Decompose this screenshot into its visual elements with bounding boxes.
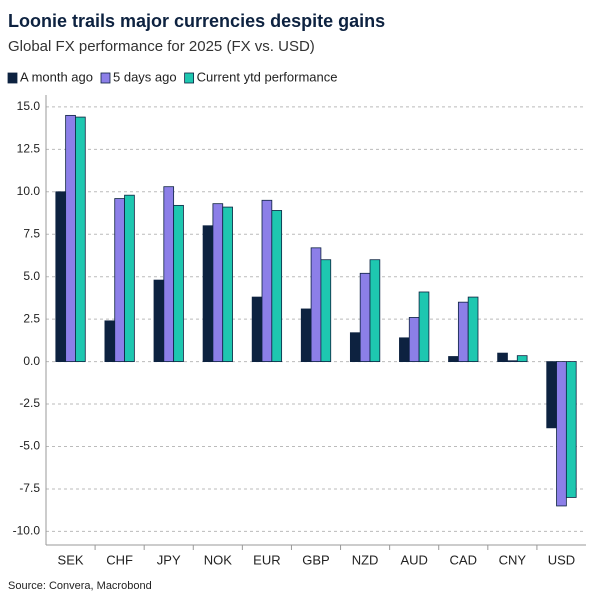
bar — [408, 317, 420, 363]
bar — [173, 204, 184, 363]
bar — [104, 320, 116, 363]
bar — [300, 308, 312, 363]
x-tick-label: CHF — [106, 552, 133, 567]
y-tick-label: 12.5 — [17, 142, 41, 156]
source-note: Source: Convera, Macrobond — [8, 580, 152, 592]
bar — [124, 194, 135, 363]
bar — [349, 332, 361, 363]
bar — [310, 247, 322, 363]
bar — [369, 259, 381, 363]
y-tick-label: -7.5 — [19, 481, 40, 495]
bar — [114, 198, 125, 363]
y-tick-label: 0.0 — [23, 354, 40, 368]
legend-swatch — [100, 72, 111, 84]
bar — [65, 114, 76, 363]
x-tick-label: CAD — [450, 552, 477, 567]
chart-subtitle: Global FX performance for 2025 (FX vs. U… — [8, 38, 315, 55]
bar — [320, 259, 332, 363]
bar — [261, 199, 273, 363]
bar — [399, 337, 410, 363]
x-tick-label: SEK — [58, 552, 84, 567]
bar — [497, 352, 508, 363]
legend-swatch — [184, 72, 195, 84]
bar — [359, 272, 371, 363]
legend-label: 5 days ago — [113, 69, 177, 84]
bar — [546, 361, 557, 429]
bar — [516, 355, 528, 363]
y-tick-label: 15.0 — [17, 99, 41, 113]
chart-title: Loonie trails major currencies despite g… — [8, 11, 385, 31]
x-tick-label: AUD — [400, 552, 427, 567]
bar — [457, 301, 469, 363]
bar — [448, 356, 459, 363]
bar — [75, 116, 86, 363]
y-tick-label: -10.0 — [13, 524, 41, 538]
y-tick-label: -2.5 — [19, 396, 40, 410]
bar — [55, 191, 67, 363]
legend-label: Current ytd performance — [197, 69, 338, 84]
bar — [222, 206, 233, 363]
bar — [202, 225, 214, 363]
bar — [251, 296, 263, 363]
y-tick-label: 2.5 — [23, 311, 40, 325]
bar — [565, 361, 577, 498]
bar — [271, 210, 283, 363]
bar — [556, 361, 567, 507]
y-tick-label: 10.0 — [17, 184, 41, 198]
legend-swatch — [7, 72, 18, 84]
y-tick-label: -5.0 — [19, 439, 40, 453]
bar — [507, 360, 518, 363]
x-tick-label: JPY — [157, 552, 181, 567]
y-tick-label: 5.0 — [23, 269, 40, 283]
x-tick-label: NZD — [352, 552, 379, 567]
bar — [418, 291, 430, 363]
x-tick-label: CNY — [499, 552, 527, 567]
legend-label: A month ago — [20, 69, 93, 84]
x-tick-label: NOK — [204, 552, 233, 567]
bar — [153, 279, 165, 363]
x-tick-label: GBP — [302, 552, 329, 567]
bar — [212, 203, 224, 363]
bar — [163, 186, 175, 363]
x-tick-label: EUR — [253, 552, 280, 567]
x-tick-label: USD — [548, 552, 575, 567]
y-tick-label: 7.5 — [23, 226, 40, 240]
bar — [467, 296, 479, 363]
